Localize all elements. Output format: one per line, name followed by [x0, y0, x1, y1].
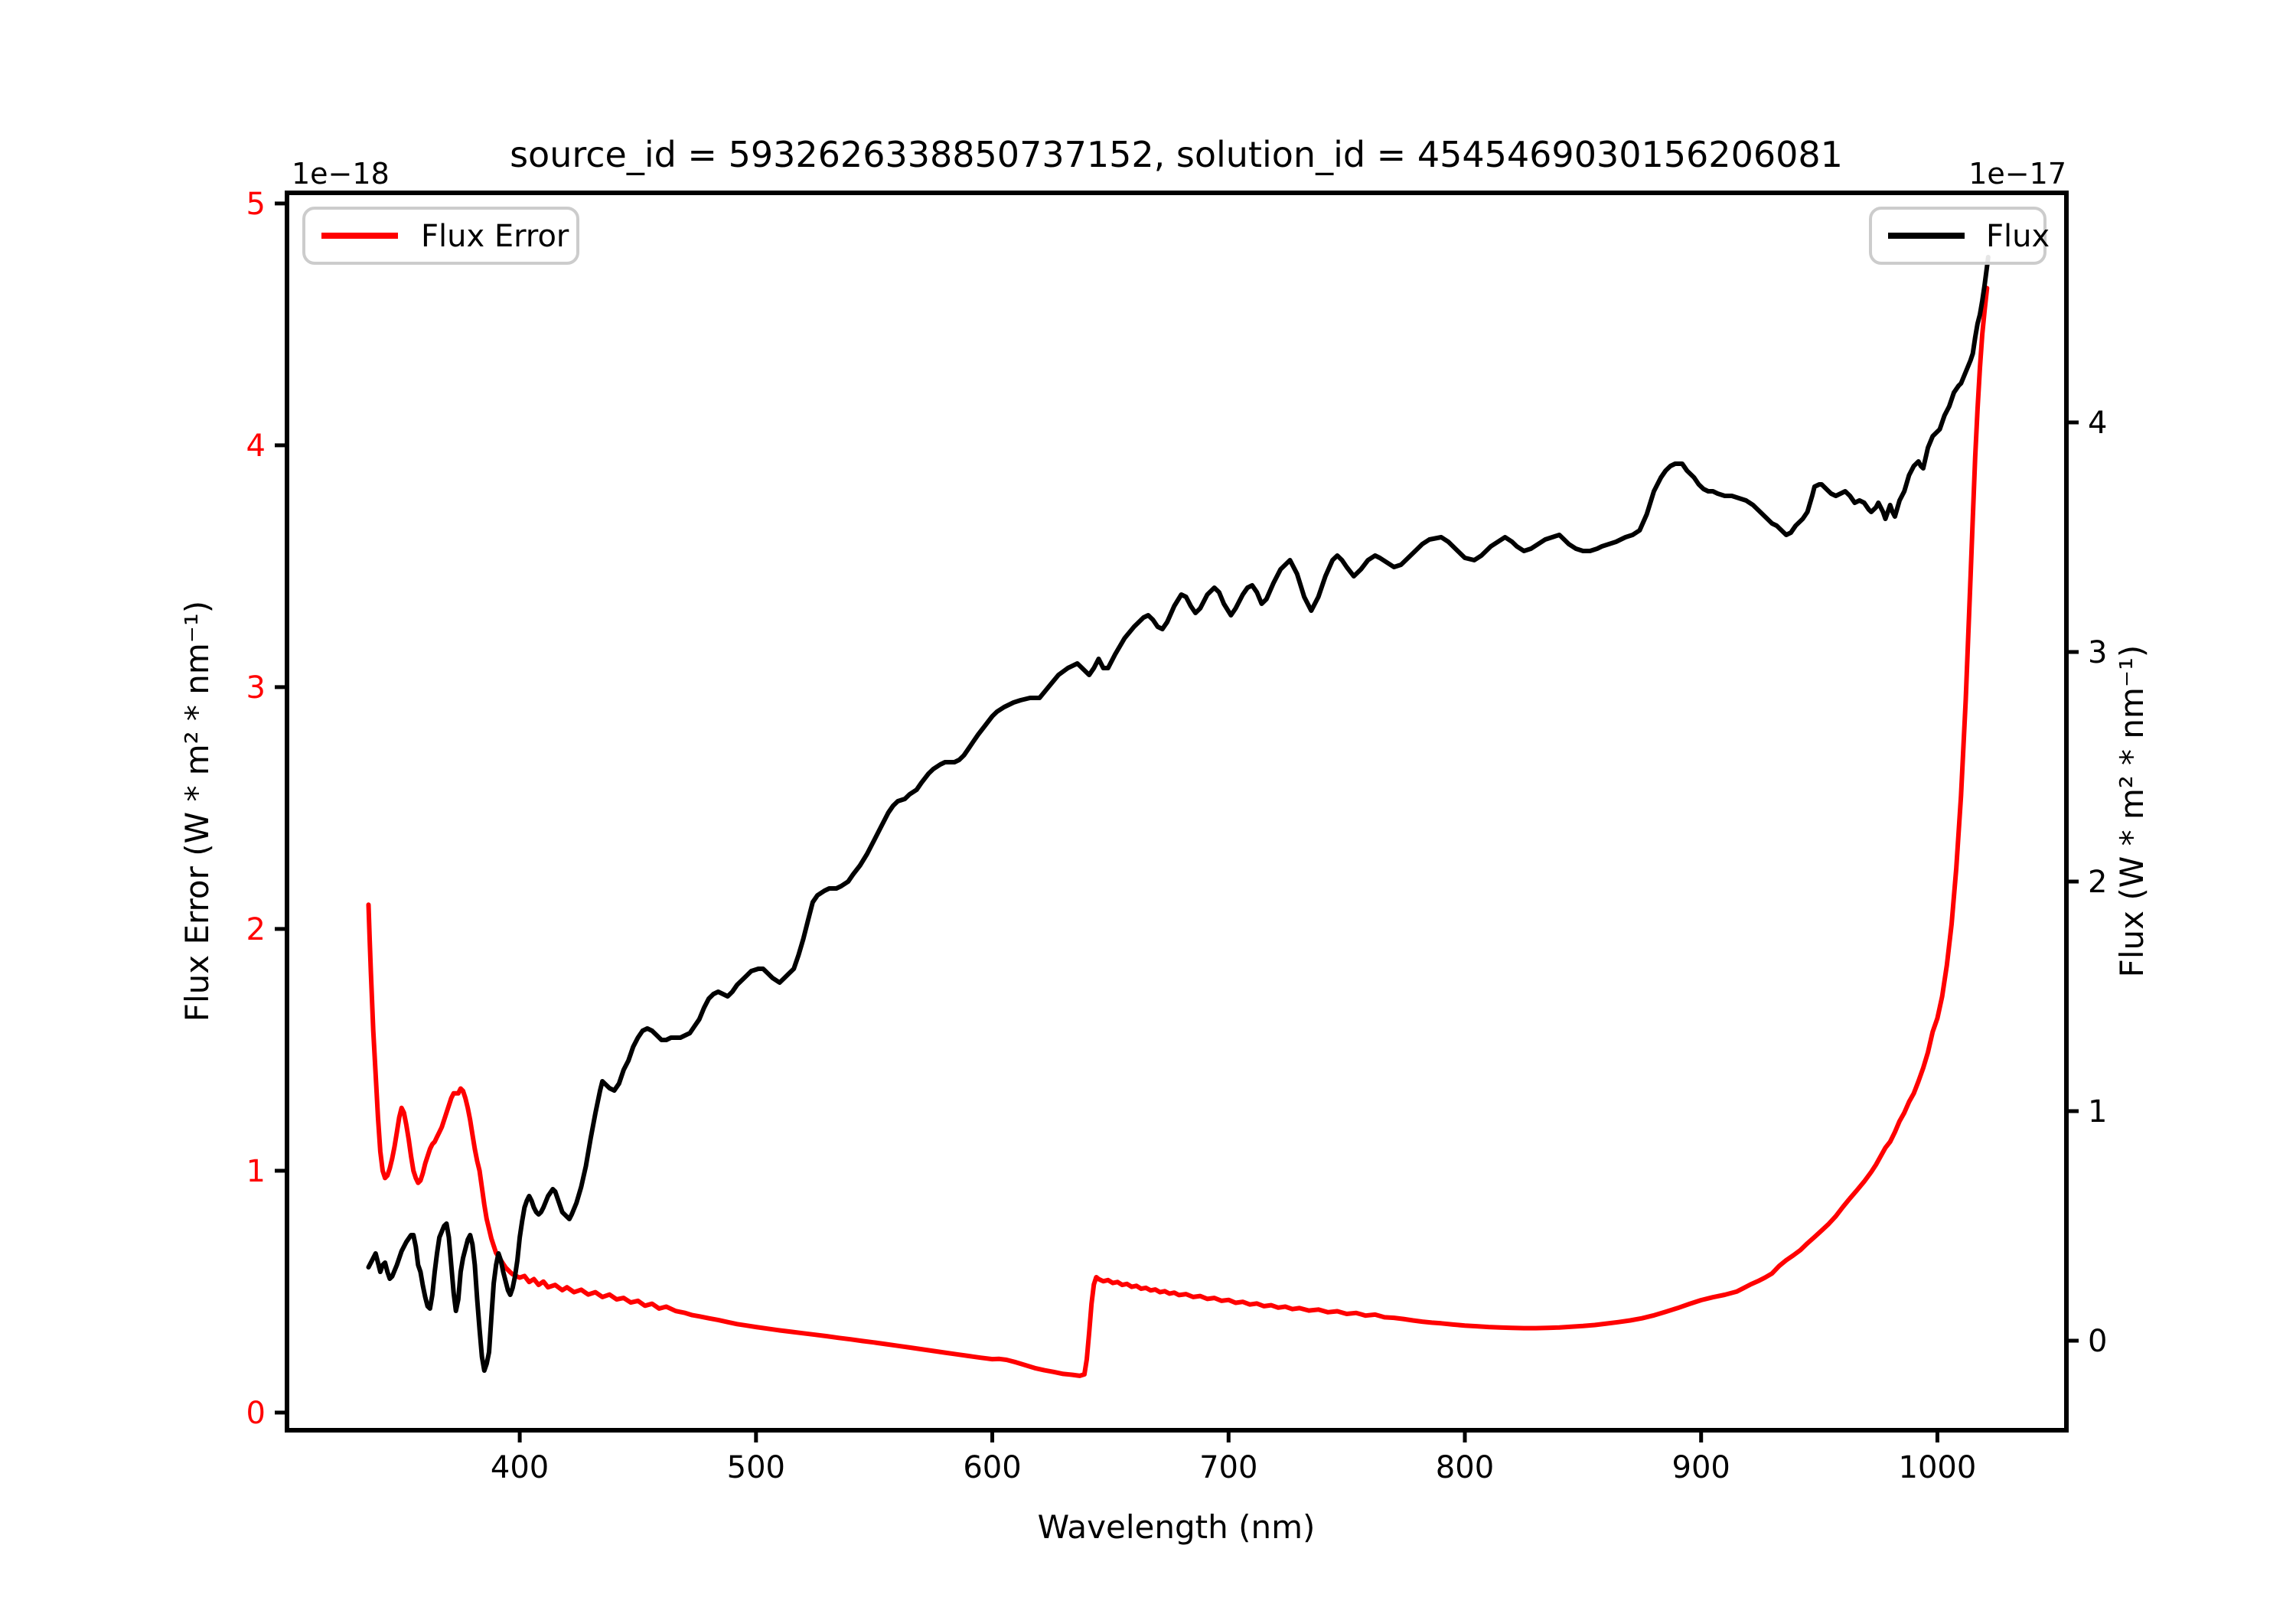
- x-tick-label: 900: [1672, 1450, 1730, 1485]
- right-tick-label: 4: [2088, 406, 2107, 441]
- left-axis-ticks: 0 1 2 3 4 5: [246, 187, 287, 1431]
- axes-spines: [285, 191, 2069, 1433]
- legend-flux-error-box: [302, 207, 579, 265]
- left-tick-label: 4: [246, 429, 266, 464]
- flux-line: [366, 255, 1991, 1373]
- left-tick-label: 2: [246, 912, 266, 947]
- left-axis-label: Flux Error (W * m² * nm⁻¹): [178, 601, 216, 1022]
- left-axis-offset-text: 1e−18: [292, 157, 390, 191]
- right-tick-label: 1: [2088, 1094, 2107, 1129]
- flux-error-line: [366, 285, 1990, 1378]
- chart-title: source_id = 5932626338850737152, solutio…: [510, 134, 1843, 175]
- right-axis-label: Flux (W * m² * nm⁻¹): [2113, 645, 2151, 978]
- right-tick-label: 2: [2088, 865, 2107, 900]
- legend-flux-error: Flux Error: [302, 207, 579, 265]
- x-tick-label: 600: [963, 1450, 1021, 1485]
- legend-flux-label: Flux: [1986, 219, 2050, 254]
- legend-flux: Flux: [1869, 207, 2050, 265]
- x-axis-ticks: 400 500 600 700 800 900 1000: [491, 1430, 1976, 1485]
- x-tick-label: 800: [1436, 1450, 1494, 1485]
- x-axis-label: Wavelength (nm): [1038, 1508, 1316, 1546]
- x-tick-label: 700: [1199, 1450, 1257, 1485]
- x-tick-label: 400: [491, 1450, 549, 1485]
- x-tick-label: 500: [727, 1450, 785, 1485]
- left-tick-label: 1: [246, 1154, 266, 1189]
- right-tick-label: 0: [2088, 1324, 2107, 1359]
- right-axis-offset-text: 1e−17: [1968, 157, 2066, 191]
- right-axis-ticks: 0 1 2 3 4: [2066, 406, 2107, 1359]
- left-tick-label: 3: [246, 670, 266, 706]
- x-tick-label: 1000: [1899, 1450, 1977, 1485]
- right-tick-label: 3: [2088, 635, 2107, 670]
- legend-flux-error-label: Flux Error: [421, 219, 569, 254]
- left-tick-label: 5: [246, 187, 266, 222]
- left-tick-label: 0: [246, 1396, 266, 1431]
